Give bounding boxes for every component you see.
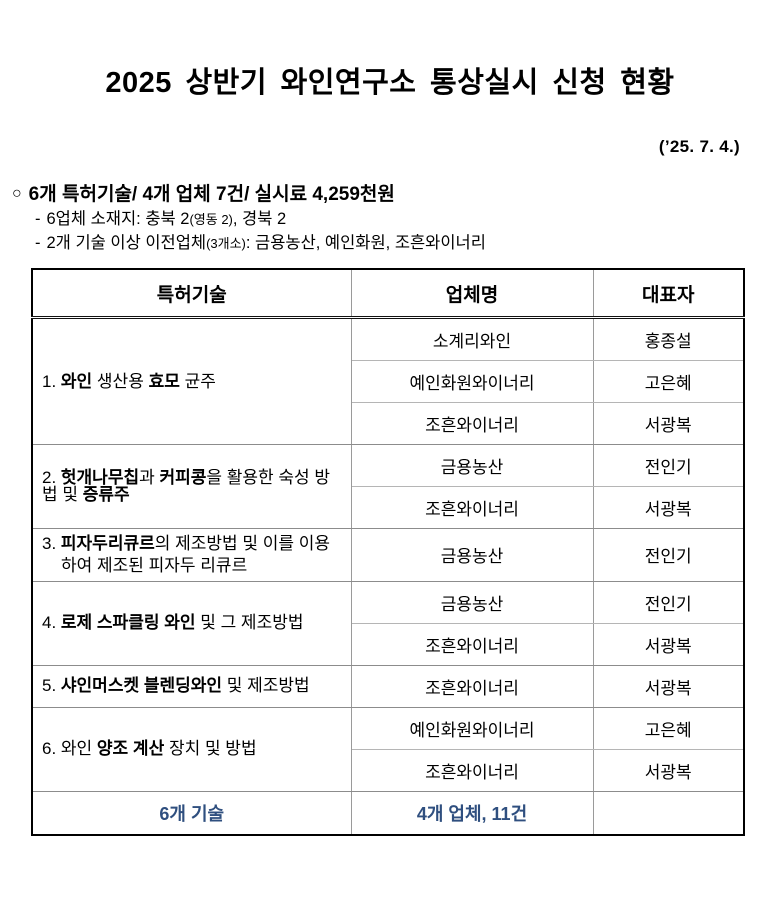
technology-name-part: 균주 [184, 371, 216, 391]
summary-headline: ○ 6개 특허기술/ 4개 업체 7건/ 실시료 4,259천원 [12, 183, 780, 207]
sub-item-1-paren: (영동 2) [189, 211, 233, 227]
technology-name-part: 양조 계산 [96, 739, 169, 759]
technology-cell: 2. 헛개나무칩과 커피콩을 활용한 숙성 방법 및 증류주 [32, 444, 352, 530]
technology-name-part: 의 제조방법 및 이를 이용하여 제조된 피자두 리큐르 [61, 534, 331, 575]
technology-name-part: 생산용 [96, 371, 149, 391]
technology-name-part: 커피콩 [159, 467, 207, 487]
technology-name-part: 및 그 제조방법 [200, 613, 304, 633]
representative-cell: 서광복 [593, 486, 744, 530]
summary-block: ○ 6개 특허기술/ 4개 업체 7건/ 실시료 4,259천원 -6업체 소재지… [0, 157, 780, 256]
table-row: 예인화원와이너리 고은혜 [32, 360, 744, 404]
technology-number: 5. [42, 676, 61, 696]
table-row: 6. 와인 양조 계산 장치 및 방법 예인화원와이너리 고은혜 [32, 707, 744, 792]
technology-cell: 5. 샤인머스켓 블렌딩와인 및 제조방법 [32, 665, 352, 708]
table-row: 3. 피자두리큐르의 제조방법 및 이를 이용하여 제조된 피자두 리큐르 금용농… [32, 528, 744, 582]
technology-number: 1. [42, 371, 61, 391]
total-technology-count: 6개 기술 [32, 790, 352, 835]
representative-cell: 홍종설 [593, 317, 744, 362]
technology-name-part: 및 제조방법 [226, 676, 310, 696]
representative-cell: 전인기 [593, 528, 744, 582]
table-body: 1. 와인 생산용 효모 균주 소계리와인 홍종설 예인화원와이너리 고은혜 조흔와이너리… [32, 317, 744, 792]
column-header-representative: 대표자 [593, 269, 744, 320]
technology-name-part: 와인 [60, 739, 97, 759]
technology-name-part: 와인 [60, 371, 97, 391]
technology-cell: 3. 피자두리큐르의 제조방법 및 이를 이용하여 제조된 피자두 리큐르 [32, 528, 352, 582]
company-cell: 조흔와이너리 [351, 486, 594, 530]
table-row: 조흔와이너리 서광복 [32, 749, 744, 792]
representative-cell: 서광복 [593, 749, 744, 792]
total-company-count: 4개 업체, 11건 [351, 790, 594, 835]
company-cell: 소계리와인 [351, 317, 594, 362]
table-footer: 6개 기술 4개 업체, 11건 [32, 790, 744, 835]
technology-name-part: 샤인머스켓 블렌딩와인 [60, 676, 227, 696]
technology-cell: 6. 와인 양조 계산 장치 및 방법 [32, 707, 352, 792]
total-representative-cell [593, 790, 744, 835]
page-title: 2025 상반기 와인연구소 통상실시 신청 현황 [105, 67, 675, 99]
representative-cell: 고은혜 [593, 360, 744, 404]
representative-cell: 서광복 [593, 665, 744, 708]
table-header: 특허기술 업체명 대표자 [32, 269, 744, 320]
technology-cell: 1. 와인 생산용 효모 균주 [32, 317, 352, 446]
summary-headline-text: 6개 특허기술/ 4개 업체 7건/ 실시료 4,259천원 [28, 183, 395, 205]
technology-number: 3. [42, 534, 61, 554]
company-cell: 예인화원와이너리 [351, 360, 594, 404]
representative-cell: 전인기 [593, 444, 744, 488]
representative-cell: 고은혜 [593, 707, 744, 750]
technology-number: 4. [42, 613, 61, 633]
technology-name-part: 피자두리큐르 [60, 534, 155, 554]
representative-cell: 전인기 [593, 581, 744, 624]
sub-item-1-prefix: 6업체 소재지: 충북 2 [46, 209, 190, 228]
patent-technology-table-wrap: 특허기술 업체명 대표자 1. 와인 생산용 효모 균주 소계리와인 홍종설 예인화원… [31, 268, 745, 836]
sub-item-1-suffix: , 경북 2 [232, 209, 287, 228]
table-row: 조흔와이너리 서광복 [32, 486, 744, 530]
column-header-technology: 특허기술 [32, 269, 352, 320]
technology-name-part: 효모 [148, 371, 185, 391]
company-cell: 금용농산 [351, 581, 594, 624]
table-row: 1. 와인 생산용 효모 균주 소계리와인 홍종설 [32, 317, 744, 446]
company-cell: 조흔와이너리 [351, 623, 594, 666]
table-row: 2. 헛개나무칩과 커피콩을 활용한 숙성 방법 및 증류주 금용농산 전인기 [32, 444, 744, 530]
table-row: 4. 로제 스파클링 와인 및 그 제조방법 금용농산 전인기 [32, 581, 744, 666]
company-cell: 조흔와이너리 [351, 402, 594, 446]
total-row: 6개 기술 4개 업체, 11건 [32, 790, 744, 835]
company-cell: 금용농산 [351, 444, 594, 488]
summary-sub-item-2: -2개 기술 이상 이전업체(3개소): 금용농산, 예인화원, 조흔와이너리 [12, 231, 780, 256]
circle-bullet-icon: ○ [12, 184, 22, 202]
table-row: 조흔와이너리 서광복 [32, 623, 744, 666]
table-row: 5. 샤인머스켓 블렌딩와인 및 제조방법 조흔와이너리 서광복 [32, 665, 744, 708]
company-cell: 조흔와이너리 [351, 749, 594, 792]
technology-name-part: 헛개나무칩 [60, 467, 140, 487]
sub-item-2-suffix: : 금용농산, 예인화원, 조흔와이너리 [245, 234, 486, 253]
company-cell: 예인화원와이너리 [351, 707, 594, 750]
technology-name-part: 과 [139, 467, 160, 487]
technology-name-part: 장치 및 방법 [168, 739, 257, 759]
technology-number: 6. [42, 739, 61, 759]
company-cell: 금용농산 [351, 528, 594, 582]
document-date: (’25. 7. 4.) [658, 136, 740, 156]
representative-cell: 서광복 [593, 623, 744, 666]
table-header-row: 특허기술 업체명 대표자 [32, 269, 744, 320]
technology-name-part: 을 활용한 숙성 방법 및 [42, 467, 331, 504]
summary-sub-item-1: -6업체 소재지: 충북 2(영동 2), 경북 2 [12, 207, 780, 232]
technology-name-part: 로제 스파클링 와인 [60, 613, 201, 633]
table-row: 조흔와이너리 서광복 [32, 402, 744, 446]
sub-item-2-prefix: 2개 기술 이상 이전업체 [46, 234, 207, 253]
column-header-company: 업체명 [351, 269, 594, 320]
dash-bullet-icon: - [35, 209, 41, 228]
technology-number: 2. [42, 467, 61, 487]
technology-name-part: 증류주 [82, 484, 130, 504]
representative-cell: 서광복 [593, 402, 744, 446]
dash-bullet-icon: - [35, 234, 41, 253]
patent-technology-table: 특허기술 업체명 대표자 1. 와인 생산용 효모 균주 소계리와인 홍종설 예인화원… [31, 268, 745, 836]
sub-item-2-paren: (3개소) [206, 236, 246, 252]
technology-cell: 4. 로제 스파클링 와인 및 그 제조방법 [32, 581, 352, 666]
company-cell: 조흔와이너리 [351, 665, 594, 708]
